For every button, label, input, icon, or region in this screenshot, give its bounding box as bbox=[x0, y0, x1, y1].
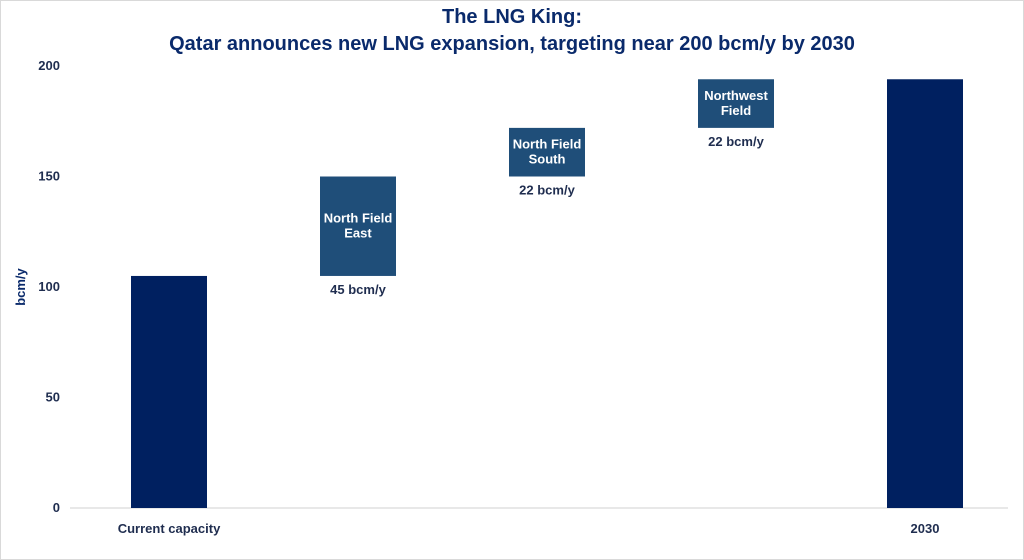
y-tick-label: 50 bbox=[46, 390, 60, 405]
bar-increment bbox=[509, 127, 585, 177]
y-tick-label: 150 bbox=[38, 169, 60, 184]
bar-total bbox=[131, 275, 207, 508]
bar-value-label: 22 bcm/y bbox=[708, 134, 764, 149]
x-category-label: Current capacity bbox=[118, 521, 221, 536]
y-tick-label: 0 bbox=[53, 500, 60, 515]
x-category-label: 2030 bbox=[911, 521, 940, 536]
y-axis-title: bcm/y bbox=[13, 267, 28, 305]
bar-value-label: 45 bcm/y bbox=[330, 282, 386, 297]
bar-value-label: 22 bcm/y bbox=[519, 183, 575, 198]
bar-increment bbox=[320, 176, 396, 276]
bar-inner-label: North Field South bbox=[513, 137, 582, 167]
bar-total bbox=[887, 79, 963, 508]
chart-title-line2: Qatar announces new LNG expansion, targe… bbox=[169, 33, 855, 55]
y-tick-label: 200 bbox=[38, 58, 60, 73]
bar-inner-label: North Field East bbox=[324, 211, 393, 241]
bar-increment bbox=[698, 79, 774, 128]
chart-title: The LNG King: Qatar announces new LNG ex… bbox=[0, 4, 1024, 58]
bar-inner-label: Northwest Field bbox=[704, 88, 768, 118]
chart-title-line1: The LNG King: bbox=[442, 6, 582, 28]
y-tick-label: 100 bbox=[38, 279, 60, 294]
